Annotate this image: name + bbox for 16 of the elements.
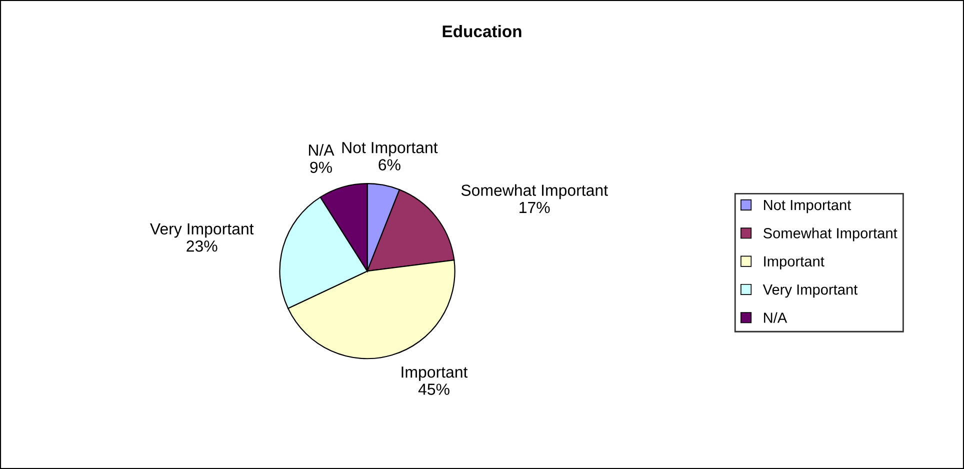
data-label: 17%	[520, 202, 550, 214]
legend-label: Very Important	[762, 284, 858, 298]
legend-label: Important	[764, 256, 824, 270]
legend-label: N/A	[764, 312, 788, 323]
chart-title: Education	[442, 25, 522, 38]
legend-label: Not Important	[764, 200, 852, 214]
data-label: 6%	[378, 159, 400, 170]
legend-label: Somewhat Important	[763, 228, 898, 242]
slice-label: N/A	[308, 144, 334, 156]
slice-label: Not Important	[342, 142, 438, 156]
data-label: 23%	[186, 240, 218, 252]
slice-label: Important	[402, 366, 468, 381]
data-label: 9%	[310, 162, 332, 173]
slice-label: Somewhat Important	[461, 184, 608, 200]
data-label: 45%	[418, 384, 450, 395]
slice-label: Very Important	[150, 223, 254, 238]
